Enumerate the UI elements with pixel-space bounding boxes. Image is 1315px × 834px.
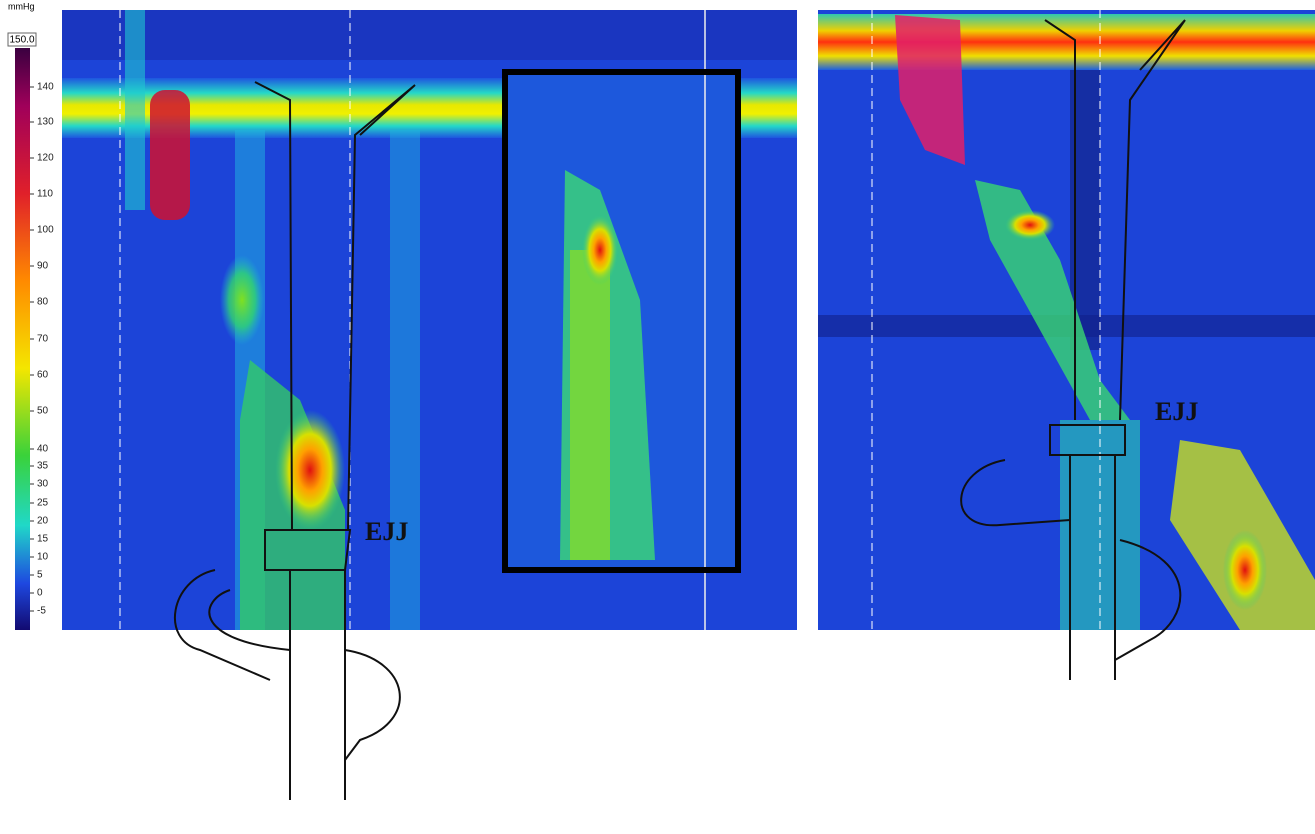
colorbar-tick-label: 20 [37,516,49,527]
colorbar: mmHg 150.0 14013012011010090807060504035… [8,1,54,630]
annotation: EJJ [1155,397,1198,426]
colorbar-tick-label: 120 [37,153,54,164]
colorbar-gradient [15,48,30,630]
colorbar-max: 150.0 [9,35,34,46]
colorbar-tick-label: 90 [37,261,49,272]
colorbar-tick-label: 110 [37,189,53,200]
colorbar-tick-label: 35 [37,461,49,472]
colorbar-tick-label: -5 [37,606,46,617]
colorbar-tick-label: 30 [37,479,49,490]
colorbar-tick-label: 100 [37,225,54,236]
colorbar-tick-label: 25 [37,498,49,509]
colorbar-tick-label: 10 [37,552,49,563]
colorbar-tick-label: 140 [37,82,54,93]
colorbar-tick-label: 5 [37,570,43,581]
colorbar-tick-label: 70 [37,334,49,345]
figure: mmHg 150.0 14013012011010090807060504035… [0,0,1315,834]
heatmap-right [818,10,1315,630]
colorbar-tick-label: 40 [37,444,49,455]
colorbar-tick-label: 130 [37,117,54,128]
annotation: EJJ [365,517,408,546]
heatmap-left [62,10,797,630]
colorbar-tick-label: 60 [37,370,49,381]
colorbar-tick-label: 0 [37,588,43,599]
colorbar-tick-label: 80 [37,297,49,308]
colorbar-unit: mmHg [8,1,35,11]
colorbar-tick-label: 15 [37,534,49,545]
colorbar-tick-label: 50 [37,406,49,417]
